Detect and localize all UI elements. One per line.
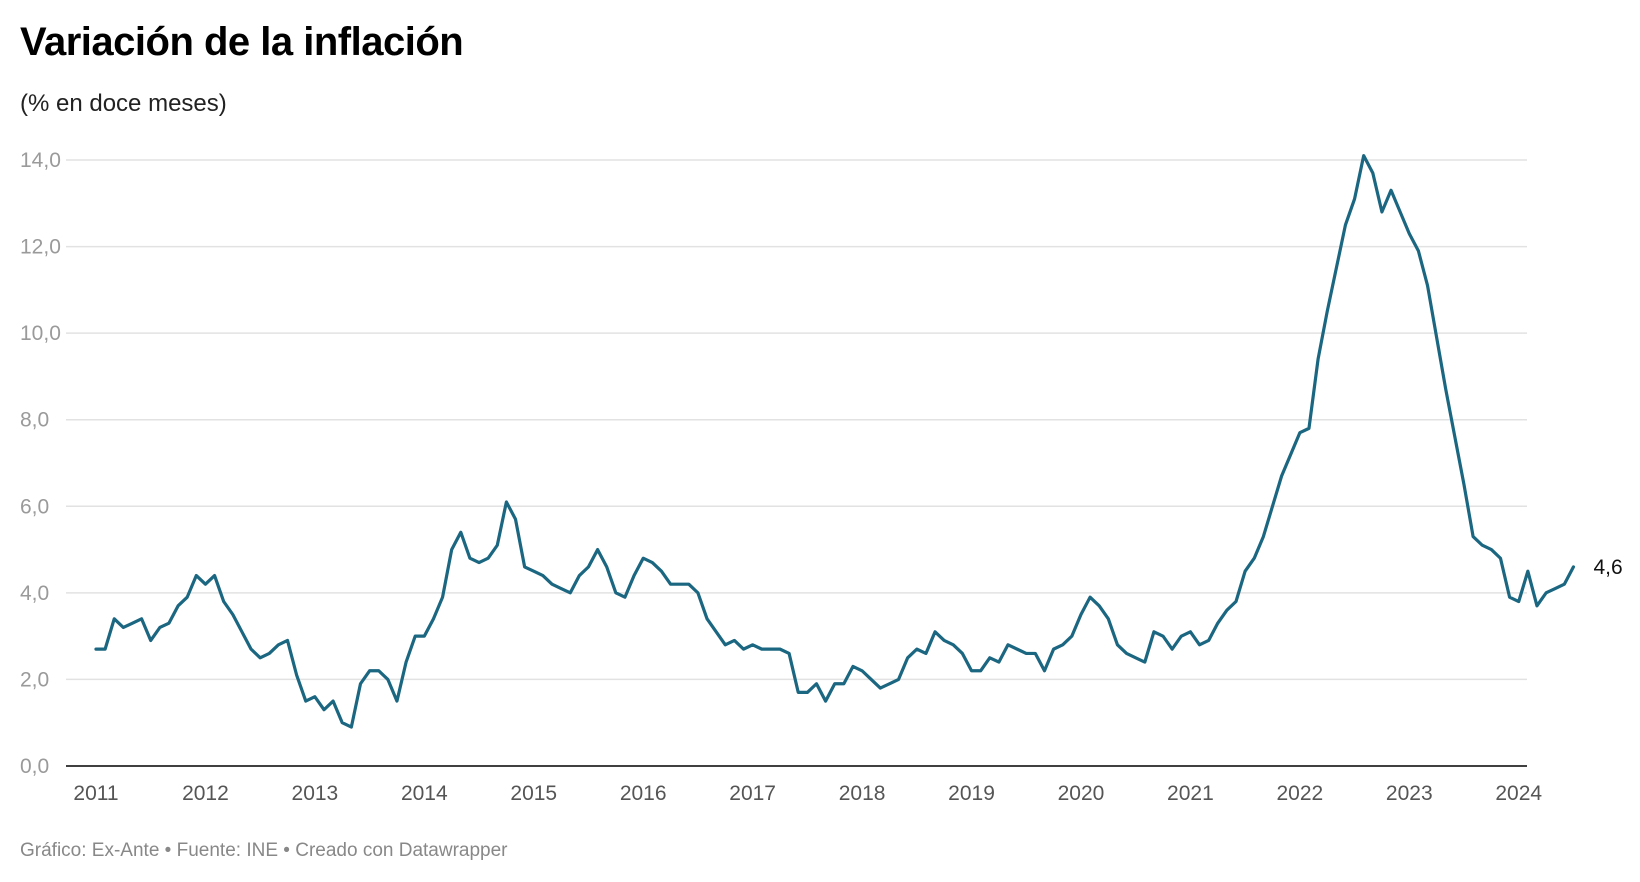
line-chart: 0,0 2,0 4,0 6,0 8,0 10,0 12,0 14,0 2011 2012 2013…: [20, 149, 1623, 805]
x-tick-label: 2024: [1495, 782, 1542, 805]
y-tick-label: 14,0: [20, 149, 61, 172]
footer-separator: •: [278, 840, 296, 861]
series-group: [94, 154, 1576, 729]
x-tick-label: 2023: [1386, 782, 1433, 805]
chart-title: Variación de la inflación: [20, 20, 464, 64]
x-tick-label: 2014: [401, 782, 448, 805]
y-tick-label: 2,0: [20, 668, 49, 691]
y-tick-label: 0,0: [20, 755, 49, 778]
y-axis-tick-labels: 0,0 2,0 4,0 6,0 8,0 10,0 12,0 14,0: [20, 149, 61, 778]
x-tick-label: 2019: [948, 782, 995, 805]
footer-credits: Gráfico: Ex-Ante • Fuente: INE • Creado …: [20, 840, 508, 862]
x-tick-label: 2013: [292, 782, 339, 805]
x-tick-label: 2021: [1167, 782, 1214, 805]
chart-subtitle: (% en doce meses): [20, 90, 227, 117]
x-tick-label: 2011: [73, 782, 118, 805]
x-tick-label: 2017: [729, 782, 776, 805]
grid-lines: [66, 159, 1527, 681]
x-tick-label: 2016: [620, 782, 667, 805]
footer-separator: •: [159, 840, 177, 861]
y-tick-label: 12,0: [20, 236, 61, 259]
x-tick-label: 2012: [182, 782, 229, 805]
end-value-label: 4,6: [1593, 556, 1622, 579]
footer-datawrapper-credit: Creado con Datawrapper: [295, 840, 508, 861]
footer-graphic-credit: Gráfico: Ex-Ante: [20, 840, 160, 861]
x-tick-label: 2022: [1276, 782, 1323, 805]
footer-source: Fuente: INE: [176, 840, 278, 861]
x-tick-label: 2018: [839, 782, 886, 805]
y-tick-label: 8,0: [20, 409, 49, 432]
x-tick-label: 2015: [510, 782, 557, 805]
y-tick-label: 4,0: [20, 582, 49, 605]
y-tick-label: 10,0: [20, 322, 61, 345]
series-line: [94, 154, 1576, 729]
x-tick-label: 2020: [1058, 782, 1105, 805]
y-tick-label: 6,0: [20, 495, 49, 518]
x-axis-tick-labels: 2011 2012 2013 2014 2015 2016 2017 2018 2019 2020…: [73, 782, 1542, 805]
